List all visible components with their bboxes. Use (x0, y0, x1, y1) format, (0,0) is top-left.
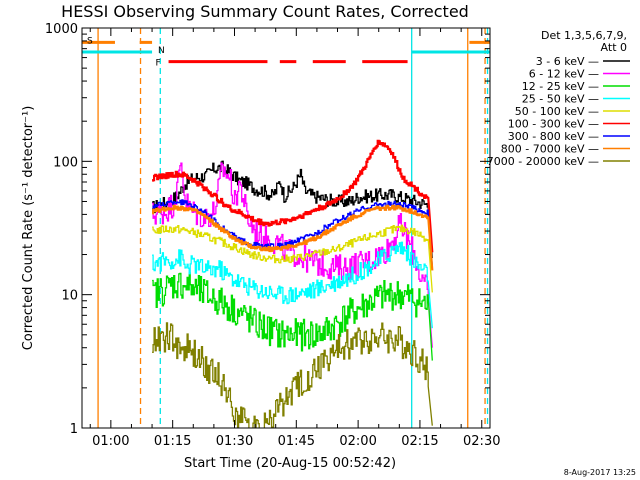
series-line-3 (152, 241, 433, 329)
legend-label-7: 800 - 7000 keV — (501, 143, 599, 156)
legend-header-0: Det 1,3,5,6,7,9, (541, 29, 627, 42)
series-line-4 (152, 224, 433, 293)
y-tick-label-1: 10 (61, 289, 78, 304)
x-axis-label: Start Time (20-Aug-15 00:52:42) (184, 456, 396, 471)
series-line-7 (152, 204, 434, 271)
flag-label-N: N (158, 46, 165, 56)
legend-label-3: 25 - 50 keV — (522, 93, 599, 106)
flag-label-F: F (156, 59, 161, 69)
legend-label-4: 50 - 100 keV — (515, 105, 599, 118)
x-tick-label-4: 02:00 (339, 434, 376, 449)
flag-bars: S NF (82, 36, 490, 69)
legend-label-5: 100 - 300 keV — (508, 118, 599, 131)
x-tick-label-3: 01:45 (278, 434, 315, 449)
legend-label-8: 7000 - 20000 keV — (487, 155, 599, 168)
axis-ticks: 01:00 01:15 01:30 01:45 02:00 02:15 02:30 1 10 10… (45, 22, 501, 449)
legend-label-6: 300 - 800 keV — (508, 130, 599, 143)
y-axis-label: Corrected Count Rate (s⁻¹ detector⁻¹) (21, 106, 36, 351)
series-line-8 (152, 322, 433, 428)
y-tick-label-2: 100 (53, 155, 78, 170)
flag-label-S: S (87, 36, 93, 46)
footer-timestamp: 8-Aug-2017 13:25 (564, 468, 636, 477)
legend-label-1: 6 - 12 keV — (529, 68, 599, 81)
x-tick-label-5: 02:15 (401, 434, 438, 449)
x-tick-label-1: 01:15 (154, 434, 191, 449)
legend-label-0: 3 - 6 keV — (536, 55, 599, 68)
plot-frame (81, 27, 491, 429)
y-tick-label-3: 1000 (45, 22, 78, 37)
y-tick-label-0: 1 (70, 422, 78, 437)
legend-label-2: 12 - 25 keV — (522, 80, 599, 93)
series-line-0 (152, 160, 433, 259)
series-line-5 (152, 139, 434, 253)
chart-title: HESSI Observing Summary Count Rates, Cor… (61, 2, 469, 21)
legend: Det 1,3,5,6,7,9,Att 03 - 6 keV —6 - 12 k… (487, 29, 630, 168)
series-line-2 (152, 272, 433, 361)
x-tick-label-6: 02:30 (463, 434, 500, 449)
series-lines (152, 139, 434, 428)
legend-header-1: Att 0 (601, 41, 627, 54)
x-tick-label-0: 01:00 (92, 434, 129, 449)
x-tick-label-2: 01:30 (216, 434, 253, 449)
